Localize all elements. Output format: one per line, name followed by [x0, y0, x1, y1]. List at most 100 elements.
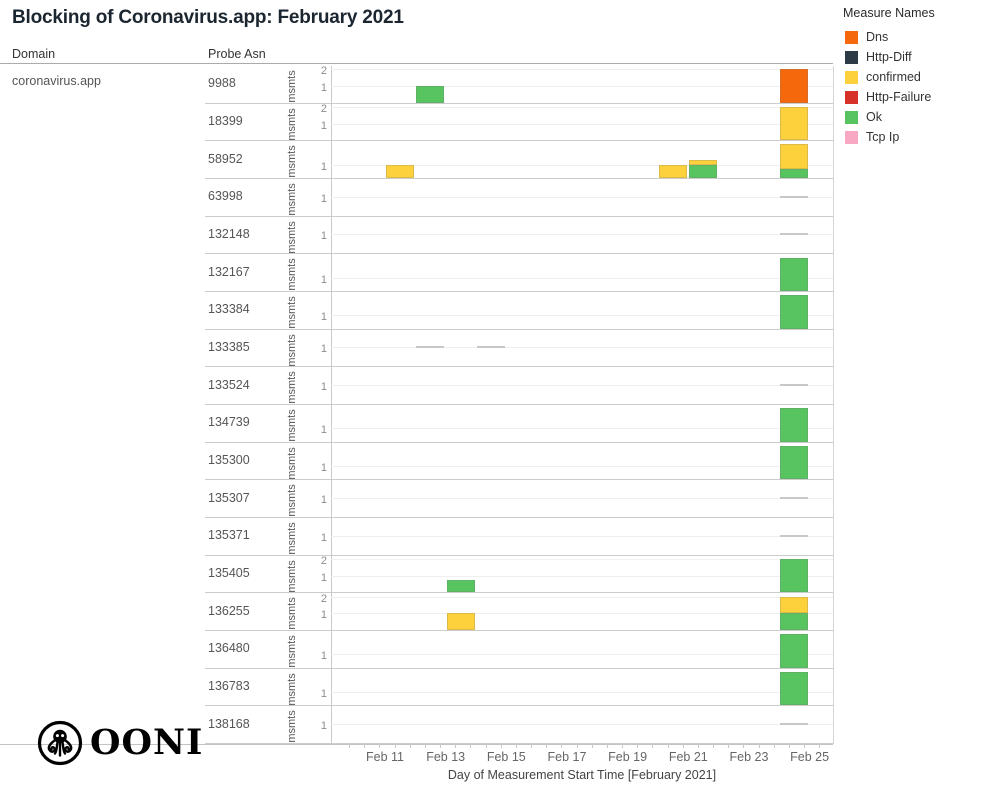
bar-segment-ok[interactable] — [446, 579, 475, 593]
y-gridline — [331, 69, 833, 71]
legend-item-ok[interactable]: Ok — [841, 107, 996, 127]
legend-item-tcp-ip[interactable]: Tcp Ip — [841, 127, 996, 147]
bar-segment-ok[interactable] — [780, 169, 809, 178]
y-tick-label: 1 — [320, 230, 327, 243]
legend-label: Ok — [866, 110, 882, 124]
asn-label: 135300 — [208, 452, 250, 467]
y-gridline — [331, 315, 833, 317]
bar-segment-confirmed[interactable] — [780, 143, 809, 170]
legend-label: Http-Failure — [866, 90, 932, 104]
legend-label: Dns — [866, 30, 889, 44]
y-tick-label: 1 — [320, 609, 327, 622]
legend-swatch-icon — [845, 130, 858, 144]
asn-row-136480: 1 136480 msmts — [205, 631, 833, 669]
asn-row-9988: 2 1 9988 msmts — [205, 65, 833, 104]
bar-segment-ok[interactable] — [780, 408, 809, 442]
x-minor-tick — [758, 744, 760, 748]
bar-segment-ok[interactable] — [780, 613, 809, 630]
x-minor-tick — [349, 744, 350, 748]
bar-segment-ok[interactable] — [416, 85, 445, 103]
bar-segment-ok[interactable] — [780, 671, 809, 706]
zero-measurement-dash[interactable] — [780, 534, 809, 537]
asn-row-136783: 1 136783 msmts — [205, 669, 833, 707]
asn-row-132148: 1 132148 msmts — [205, 217, 833, 255]
y-gridline — [331, 196, 833, 198]
y-gridline — [331, 498, 833, 500]
y-tick-label: 1 — [320, 343, 327, 356]
y-tick-label: 1 — [320, 424, 327, 437]
legend: Measure Names Dns Http-Diff confirmed Http-… — [841, 6, 996, 147]
y-axis-unit-label: msmts — [286, 597, 298, 630]
bar-segment-ok[interactable] — [780, 634, 809, 668]
y-axis-unit-label: msmts — [286, 296, 298, 329]
bar-segment-dns[interactable] — [780, 69, 809, 103]
y-tick-label: 2 — [320, 554, 327, 567]
asn-row-135300: 1 135300 msmts — [205, 443, 833, 481]
x-minor-tick — [743, 744, 745, 748]
y-gridline — [331, 277, 833, 279]
y-tick-label: 1 — [320, 494, 327, 507]
zero-measurement-dash[interactable] — [780, 723, 809, 726]
legend-label: Tcp Ip — [866, 130, 900, 144]
x-minor-tick — [697, 744, 699, 748]
asn-label: 133384 — [208, 302, 250, 317]
x-tick-label: Feb 25 — [790, 750, 830, 764]
y-tick-label: 1 — [320, 687, 327, 700]
asn-label: 135371 — [208, 528, 250, 543]
bar-segment-ok[interactable] — [780, 257, 809, 291]
y-axis-unit-label: msmts — [286, 371, 298, 404]
y-gridline — [331, 385, 833, 387]
y-gridline — [331, 613, 833, 615]
asn-label: 134739 — [208, 415, 250, 430]
bar-segment-confirmed[interactable] — [780, 106, 809, 141]
y-axis-unit-label: msmts — [286, 710, 298, 743]
zero-measurement-dash[interactable] — [780, 233, 809, 236]
zero-measurement-dash[interactable] — [476, 346, 505, 349]
y-axis-unit-label: msmts — [286, 522, 298, 555]
x-minor-tick — [576, 744, 578, 748]
x-tick-label: Feb 11 — [366, 750, 404, 764]
x-minor-tick — [364, 744, 366, 748]
y-axis-unit-label: msmts — [286, 559, 298, 593]
y-axis-unit-label: msmts — [286, 258, 298, 291]
y-tick-label: 1 — [320, 160, 327, 173]
zero-measurement-dash[interactable] — [780, 384, 809, 387]
x-minor-tick — [773, 744, 775, 748]
zero-measurement-dash[interactable] — [780, 497, 809, 500]
bar-segment-ok[interactable] — [780, 445, 809, 480]
asn-label: 136255 — [208, 603, 250, 618]
x-minor-tick — [379, 744, 381, 748]
legend-items: Dns Http-Diff confirmed Http-Failure Ok Tcp I… — [841, 27, 996, 147]
asn-label: 58952 — [208, 151, 243, 166]
asn-row-134739: 1 134739 msmts — [205, 405, 833, 443]
bar-segment-ok[interactable] — [689, 164, 718, 178]
bar-segment-confirmed[interactable] — [446, 613, 475, 630]
domain-value: coronavirus.app — [12, 74, 101, 88]
zero-measurement-dash[interactable] — [780, 195, 809, 198]
bar-segment-ok[interactable] — [780, 558, 809, 593]
chart-right-border — [833, 66, 834, 744]
y-tick-label: 1 — [320, 119, 327, 132]
bar-segment-confirmed[interactable] — [658, 164, 687, 178]
x-axis-line — [0, 744, 833, 745]
bar-segment-confirmed[interactable] — [386, 164, 414, 178]
y-axis-unit-label: msmts — [286, 70, 298, 103]
legend-item-http-failure[interactable]: Http-Failure — [841, 87, 996, 107]
asn-label: 18399 — [208, 113, 243, 128]
x-minor-tick — [652, 744, 654, 748]
legend-item-confirmed[interactable]: confirmed — [841, 67, 996, 87]
bar-segment-confirmed[interactable] — [689, 159, 718, 165]
legend-item-http-diff[interactable]: Http-Diff — [841, 47, 996, 67]
bar-segment-ok[interactable] — [780, 295, 809, 329]
bar-segment-confirmed[interactable] — [780, 596, 809, 614]
zero-measurement-dash[interactable] — [416, 346, 445, 349]
asn-row-135371: 1 135371 msmts — [205, 518, 833, 556]
x-tick-label: Feb 15 — [486, 750, 526, 764]
legend-item-dns[interactable]: Dns — [841, 27, 996, 47]
y-axis-unit-label: msmts — [286, 220, 298, 254]
header-divider — [0, 63, 833, 64]
y-tick-label: 1 — [320, 531, 327, 544]
x-minor-tick — [606, 744, 608, 748]
y-gridline — [331, 535, 833, 537]
asn-label: 136480 — [208, 641, 250, 656]
